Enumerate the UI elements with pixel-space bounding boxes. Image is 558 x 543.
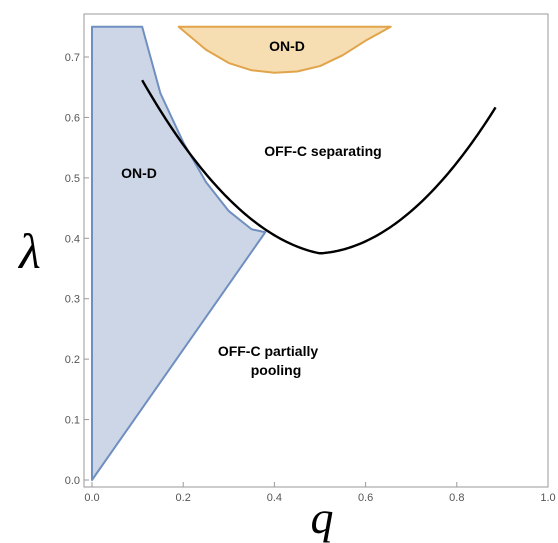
ticks-layer: 0.0 0.2 0.4 0.6 0.8 1.0 0.0 0.1 0.2 0.3 0.4 0.5 0.6 0… (65, 52, 556, 504)
region-label-on-d-left: ON-D (121, 165, 157, 181)
plot-frame (83, 13, 549, 488)
y-tick-label: 0.4 (65, 233, 80, 245)
y-tick-label: 0.1 (65, 415, 80, 427)
y-tick-label: 0.0 (65, 475, 80, 487)
region-label-off-c-separating: OFF-C separating (264, 143, 381, 159)
x-tick-label: 0.0 (84, 492, 99, 504)
region-on-d-top (177, 25, 392, 74)
regions-layer (91, 25, 392, 481)
region-label-off-c-pooling-line1: OFF-C partially (218, 343, 319, 359)
x-axis-label: q (311, 492, 334, 543)
boundary-curve (141, 79, 497, 255)
y-tick-label: 0.7 (65, 52, 80, 64)
y-tick-label: 0.5 (65, 173, 80, 185)
x-tick-label: 0.4 (267, 492, 282, 504)
region-label-off-c-pooling-line2: pooling (251, 362, 302, 378)
region-on-d-left (91, 25, 267, 481)
curve-layer (141, 79, 497, 255)
y-tick-label: 0.6 (65, 112, 80, 124)
x-tick-label: 0.8 (449, 492, 464, 504)
y-axis-label: λ (17, 223, 41, 279)
region-label-on-d-top: ON-D (269, 38, 305, 54)
x-tick-label: 1.0 (540, 492, 555, 504)
x-tick-label: 0.2 (176, 492, 191, 504)
y-tick-label: 0.3 (65, 294, 80, 306)
x-tick-label: 0.6 (358, 492, 373, 504)
y-tick-label: 0.2 (65, 354, 80, 366)
